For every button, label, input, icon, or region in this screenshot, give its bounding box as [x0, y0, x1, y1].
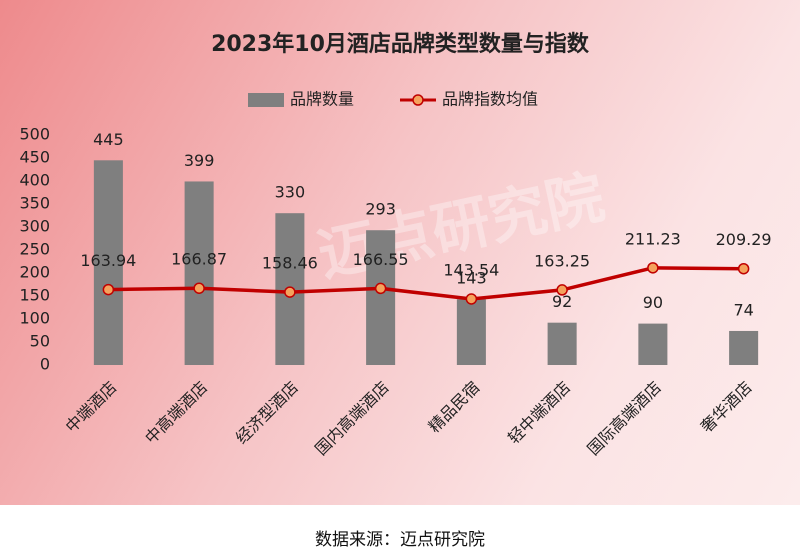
bar	[184, 181, 214, 365]
line-marker	[556, 284, 568, 296]
y-tick-label: 500	[19, 125, 50, 144]
data-label: 209.29	[716, 230, 772, 249]
line-marker	[374, 282, 387, 295]
y-tick-label: 300	[19, 217, 50, 236]
data-label: 293	[365, 200, 396, 219]
bar	[729, 330, 759, 365]
data-label: 163.25	[534, 251, 590, 270]
y-tick-label: 100	[19, 309, 50, 328]
x-tick-label: 精品民宿	[425, 378, 484, 437]
data-label: 74	[733, 300, 753, 319]
chart-title: 2023年10月酒店品牌类型数量与指数	[211, 31, 590, 57]
y-tick-label: 450	[19, 148, 50, 167]
bar	[93, 160, 123, 365]
bar	[547, 322, 577, 365]
line	[108, 266, 744, 301]
data-label: 166.55	[353, 250, 409, 269]
y-tick-label: 400	[19, 171, 50, 190]
y-tick-label: 50	[30, 332, 50, 351]
line-marker	[193, 282, 205, 294]
data-label: 330	[275, 183, 306, 202]
data-label: 90	[643, 293, 663, 312]
x-tick-label: 国内高端酒店	[311, 378, 392, 459]
x-tick-label: 轻中端酒店	[504, 378, 574, 448]
x-tick-label: 奢华酒店	[697, 378, 756, 437]
bar	[638, 323, 668, 365]
y-tick-label: 200	[19, 263, 50, 282]
data-label: 92	[552, 292, 572, 311]
data-label: 158.46	[262, 254, 318, 273]
legend-label: 品牌指数均值	[442, 90, 538, 109]
x-tick-label: 国际高端酒店	[584, 378, 665, 459]
y-tick-label: 350	[19, 194, 50, 213]
data-label: 163.94	[80, 251, 136, 270]
bar	[456, 299, 486, 365]
data-label: 166.87	[171, 250, 227, 269]
data-label: 143.54	[443, 260, 499, 279]
line-marker	[284, 286, 296, 298]
legend-marker	[412, 94, 424, 106]
legend-label: 品牌数量	[290, 90, 354, 109]
line-marker	[647, 262, 659, 274]
x-tick-label: 中高端酒店	[141, 378, 211, 448]
line-marker	[737, 262, 750, 275]
data-label: 211.23	[625, 229, 681, 248]
data-label: 445	[93, 130, 124, 149]
chart-background	[0, 0, 800, 505]
x-tick-label: 中端酒店	[62, 378, 121, 437]
y-tick-label: 0	[40, 355, 50, 374]
y-tick-label: 150	[19, 286, 50, 305]
source-note: 数据来源：迈点研究院	[315, 530, 485, 550]
data-label: 143	[456, 269, 487, 288]
y-tick-label: 250	[19, 240, 50, 259]
bar	[366, 230, 396, 365]
legend-swatch	[248, 93, 284, 107]
x-tick-label: 经济型酒店	[232, 378, 302, 448]
data-label: 399	[184, 151, 215, 170]
line-marker	[465, 293, 478, 305]
line-marker	[102, 283, 115, 296]
